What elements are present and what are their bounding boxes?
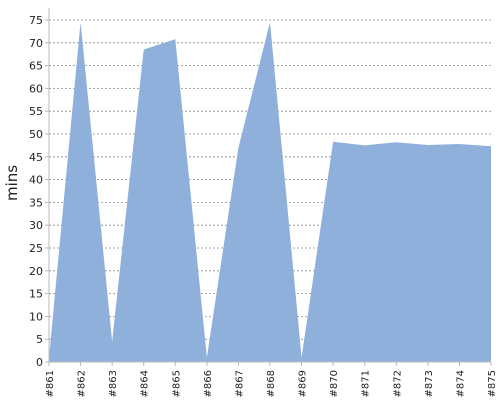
y-tick-label-75: 75 (29, 14, 43, 27)
y-tick-label-5: 5 (36, 333, 43, 346)
y-tick-label-40: 40 (29, 174, 43, 187)
x-tick-label-863: #863 (108, 370, 119, 397)
y-tick-label-70: 70 (29, 37, 43, 50)
x-tick-label-875: #875 (487, 370, 498, 397)
y-tick-labels: 0 5 10 15 20 25 30 35 40 45 50 55 60 65 70 75 (29, 14, 43, 369)
axes (45, 8, 492, 366)
y-tick-label-20: 20 (29, 265, 43, 278)
x-tick-label-869: #869 (298, 370, 309, 397)
x-tick-labels: #861 #862 #863 #864 #865 #866 #867 #868 #869 #870… (45, 370, 498, 397)
y-tick-label-0: 0 (36, 356, 43, 369)
x-tick-label-868: #868 (266, 370, 277, 397)
y-tick-label-15: 15 (29, 288, 43, 301)
y-tick-label-45: 45 (29, 151, 43, 164)
area-fill (49, 22, 491, 363)
x-tick-label-865: #865 (171, 370, 182, 397)
y-tick-label-60: 60 (29, 82, 43, 95)
x-tick-label-866: #866 (203, 370, 214, 397)
x-tick-label-861: #861 (45, 370, 56, 397)
y-axis-label: mins (3, 165, 21, 201)
y-tick-label-35: 35 (29, 196, 43, 209)
y-tick-label-30: 30 (29, 219, 43, 232)
y-tick-label-50: 50 (29, 128, 43, 141)
x-tick-label-871: #871 (361, 370, 372, 397)
x-tick-label-873: #873 (424, 370, 435, 397)
y-tick-label-25: 25 (29, 242, 43, 255)
area-series (49, 22, 491, 363)
y-tick-label-65: 65 (29, 60, 43, 73)
x-tick-label-867: #867 (234, 370, 245, 397)
x-tick-label-864: #864 (140, 370, 151, 397)
x-tick-label-872: #872 (392, 370, 403, 397)
x-tick-label-870: #870 (329, 370, 340, 397)
y-tick-label-10: 10 (29, 310, 43, 323)
y-tick-label-55: 55 (29, 105, 43, 118)
x-tick-label-862: #862 (77, 370, 88, 397)
x-tick-label-874: #874 (455, 370, 466, 397)
